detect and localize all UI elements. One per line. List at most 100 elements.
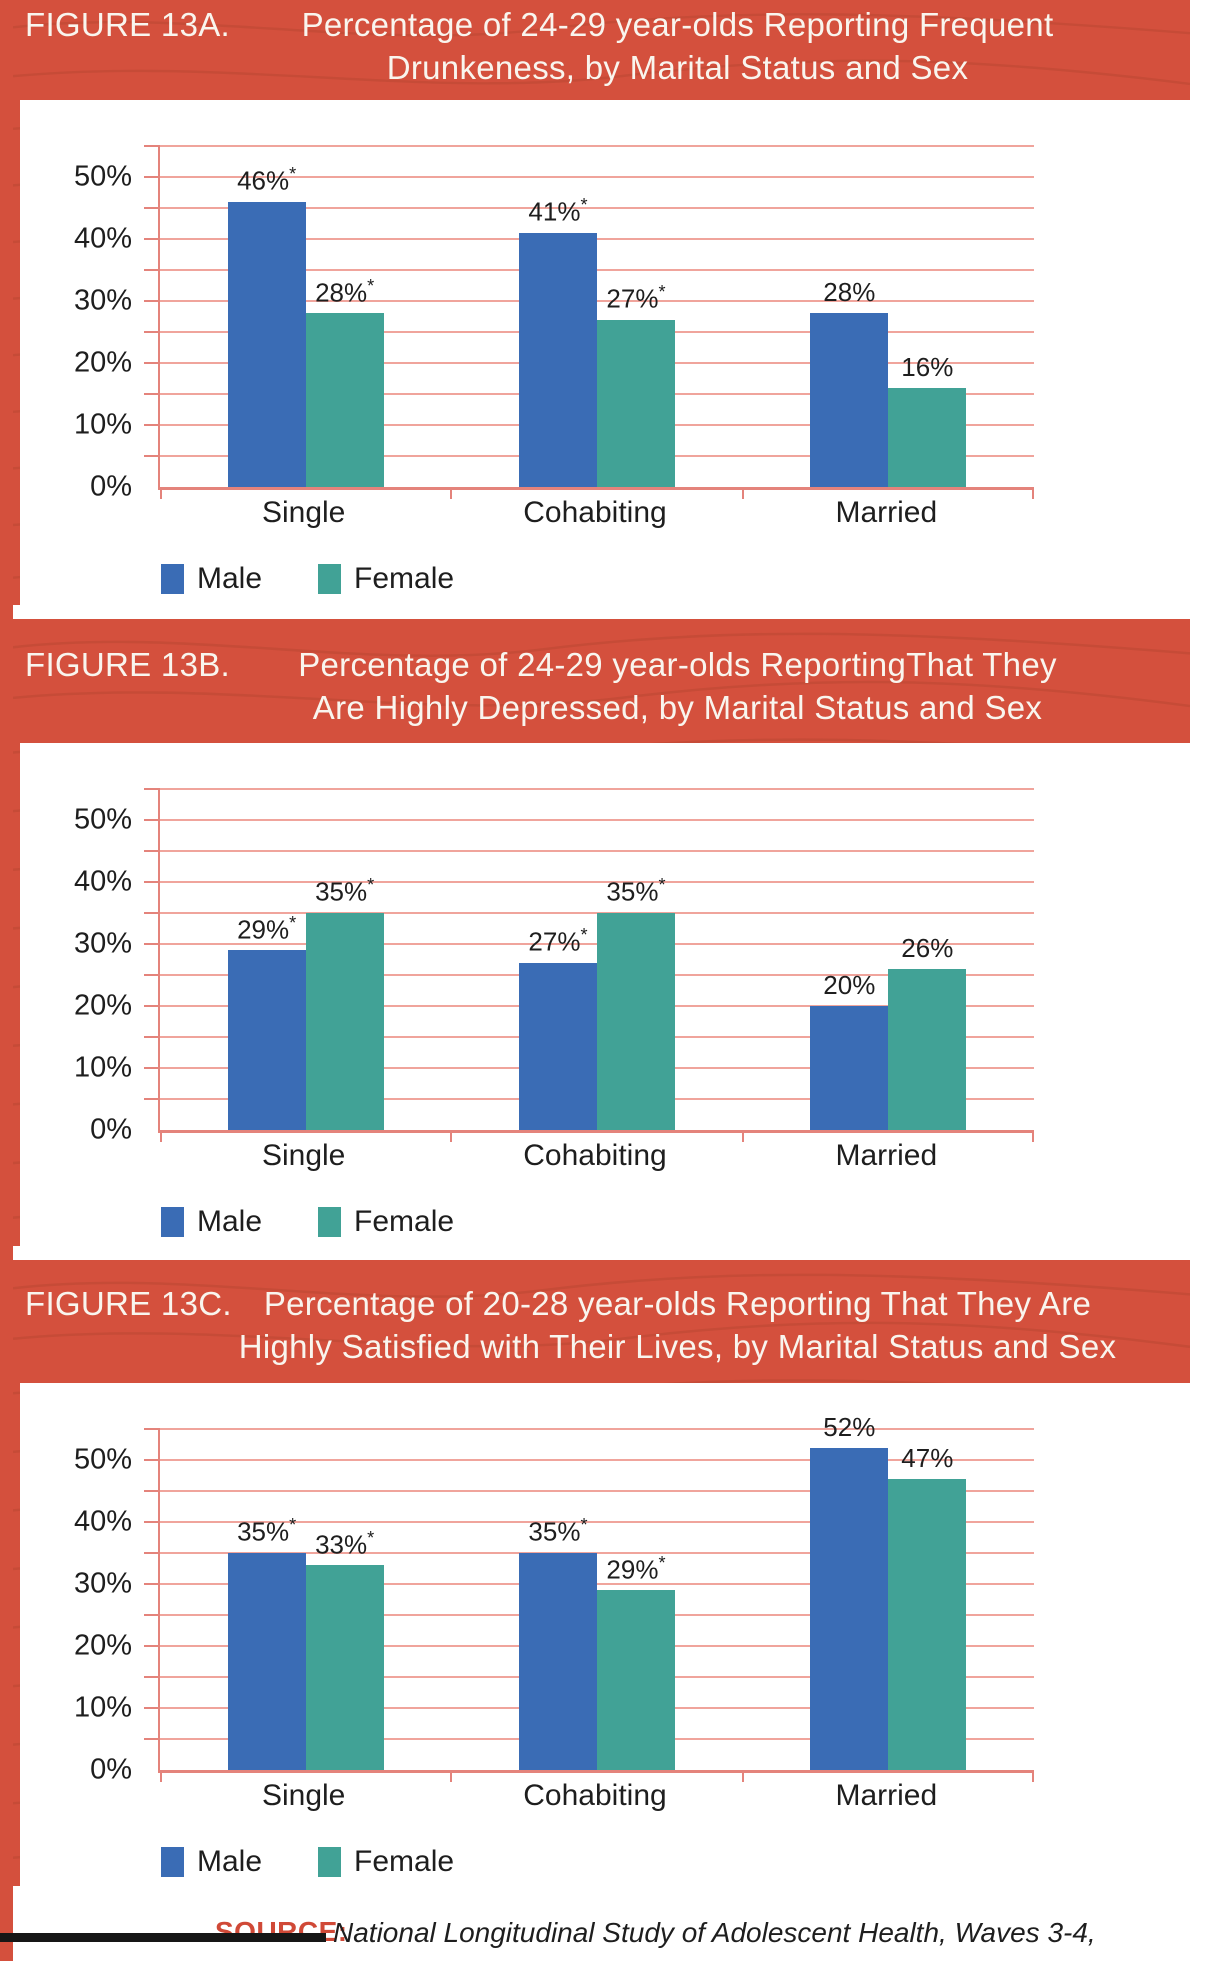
bar-group-married: 52% 47% [743, 1412, 1034, 1770]
category-label-married: Married [835, 1139, 938, 1172]
legend-female-swatch-icon [318, 1847, 342, 1877]
gridline [160, 176, 1034, 178]
bar-group-single: 35%* 33%* [160, 1429, 451, 1770]
y-axis-tick [144, 1490, 160, 1492]
figure-title-line2: Are Highly Depressed, by Marital Status … [312, 689, 1043, 726]
black-redaction-bar [0, 1933, 326, 1942]
significance-asterisk: * [580, 924, 588, 945]
left-red-edge-strip [0, 0, 13, 1961]
source-citation: National Longitudinal Study of Adolescen… [333, 1917, 1096, 1948]
bar-female-married: 26% [888, 933, 967, 1130]
bar-value-label: 46%* [237, 164, 297, 196]
figure-13b-header: FIGURE 13B. Percentage of 24-29 year-old… [13, 619, 1190, 743]
y-axis-label: 10% [73, 408, 132, 441]
significance-asterisk: * [658, 281, 666, 302]
y-axis-tick [144, 912, 160, 914]
bar-value-label: 28%* [315, 275, 375, 308]
bar-value-label: 33%* [315, 1527, 375, 1560]
category-label-married: Married [835, 496, 938, 529]
figure-13a-header: FIGURE 13A. Percentage of 24-29 year-old… [13, 0, 1190, 100]
gridline [160, 850, 1034, 852]
figure-label: FIGURE 13B. [25, 646, 231, 683]
legend-male-label: Male [197, 1205, 263, 1238]
category-label-cohabiting: Cohabiting [523, 1779, 667, 1812]
y-axis-tick [144, 1005, 160, 1007]
significance-asterisk: * [367, 275, 375, 296]
bar-value-label: 41%* [528, 195, 588, 227]
significance-asterisk: * [289, 912, 297, 933]
y-axis-tick [144, 819, 160, 821]
figure-title-line2: Highly Satisfied with Their Lives, by Ma… [238, 1328, 1117, 1365]
bar-value-label: 27%* [606, 281, 666, 314]
figure-label: FIGURE 13A. [25, 6, 231, 43]
category-label-cohabiting: Cohabiting [523, 1139, 667, 1172]
bar-male-cohabiting: 35%* [518, 1515, 597, 1770]
x-axis-tick [160, 1130, 162, 1142]
x-axis-tick [741, 1770, 744, 1782]
gridline [160, 788, 1034, 790]
significance-asterisk: * [289, 1515, 297, 1536]
x-axis-tick [450, 1770, 453, 1782]
legend-male-swatch-icon [161, 1207, 184, 1237]
y-axis-tick [144, 1583, 160, 1585]
figure-title: Percentage of 20-28 year-olds Reporting … [183, 1282, 1190, 1368]
bar-chart-13a: 0% 10% 20% 30% 40% 50% 46%* 28%* 41%* 27%* 28% 16% [74, 145, 1034, 503]
y-axis-tick [144, 300, 160, 302]
bar-value-label: 20% [823, 970, 876, 1000]
y-axis-tick [144, 1738, 160, 1740]
category-label-cohabiting: Cohabiting [523, 496, 667, 529]
bar-chart-13c: 0% 10% 20% 30% 40% 50% 35%* 33%* 35%* 29%* 52% 47% [74, 1412, 1034, 1786]
category-label-single: Single [261, 1779, 346, 1812]
y-axis-label: 50% [73, 803, 132, 836]
bar-female-single: 35%* [305, 875, 384, 1130]
gridline [160, 1521, 1034, 1523]
bar-value-label: 52% [823, 1411, 876, 1442]
y-axis-label: 40% [73, 1505, 132, 1538]
y-axis-label: 30% [73, 1567, 132, 1600]
significance-asterisk: * [367, 875, 375, 896]
gridline [160, 1583, 1034, 1585]
bar-group-cohabiting: 35%* 29%* [451, 1429, 742, 1770]
figure-13a-block: FIGURE 13A. Percentage of 24-29 year-old… [13, 0, 1190, 605]
legend: Male Female [161, 1205, 1190, 1239]
gridline [160, 300, 1034, 302]
x-axis-tick [1032, 487, 1034, 499]
figure-title: Percentage of 24-29 year-olds ReportingT… [183, 643, 1190, 729]
y-axis-tick [144, 1067, 160, 1069]
bar-value-label: 35%* [237, 1515, 297, 1547]
bar-female-married: 47% [888, 1443, 967, 1770]
y-axis-label: 20% [73, 1629, 132, 1662]
x-axis-tick [160, 487, 162, 499]
y-axis-tick [144, 393, 160, 395]
legend-female-swatch-icon [318, 1207, 342, 1237]
category-label-married: Married [835, 1779, 938, 1812]
y-axis-label: 20% [73, 989, 132, 1022]
bar-female-single: 28%* [305, 276, 384, 487]
y-axis-tick [144, 1645, 160, 1647]
legend-male-label: Male [197, 562, 263, 595]
legend: Male Female [161, 1845, 1190, 1879]
significance-asterisk: * [658, 875, 666, 896]
bar-group-married: 28% 16% [743, 146, 1034, 487]
bar-value-label: 16% [901, 351, 954, 382]
y-axis-tick [144, 269, 160, 271]
legend-female-swatch-icon [318, 564, 342, 594]
y-axis-label: 30% [73, 284, 132, 317]
bar-value-label: 29%* [237, 912, 297, 945]
significance-asterisk: * [367, 1527, 375, 1548]
legend-female-label: Female [354, 562, 455, 595]
y-axis-tick [144, 424, 160, 426]
y-axis-tick [144, 1098, 160, 1100]
y-axis-tick [144, 1676, 160, 1678]
bar-male-single: 35%* [227, 1515, 306, 1770]
x-axis-tick [1032, 1770, 1034, 1782]
y-axis-label: 40% [73, 865, 132, 898]
figure-title-line1: Percentage of 24-29 year-olds Reporting … [301, 6, 1054, 43]
x-axis-tick [741, 487, 744, 499]
bar-value-label: 35%* [606, 875, 666, 907]
bar-value-label: 28% [823, 277, 876, 308]
gridline [160, 1552, 1034, 1554]
x-axis-tick [1032, 1130, 1034, 1142]
x-axis-tick [160, 1770, 162, 1782]
